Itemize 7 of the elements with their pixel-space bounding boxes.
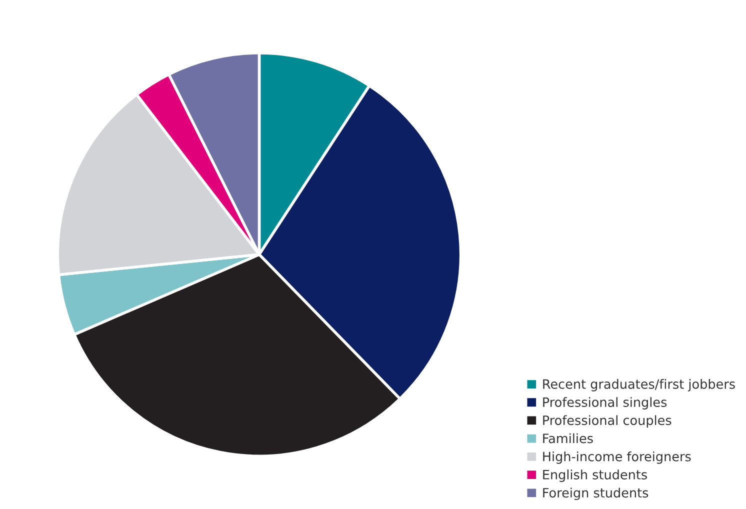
legend-label: Professional couples — [543, 415, 672, 428]
legend-label: Foreign students — [543, 488, 648, 500]
legend-label: English students — [543, 470, 647, 482]
legend-label: Families — [543, 433, 593, 444]
legend-label: Recent graduates/first jobbers — [543, 378, 735, 392]
legend-label: High-income foreigners — [543, 451, 691, 464]
legend-label: Professional singles — [543, 397, 667, 410]
